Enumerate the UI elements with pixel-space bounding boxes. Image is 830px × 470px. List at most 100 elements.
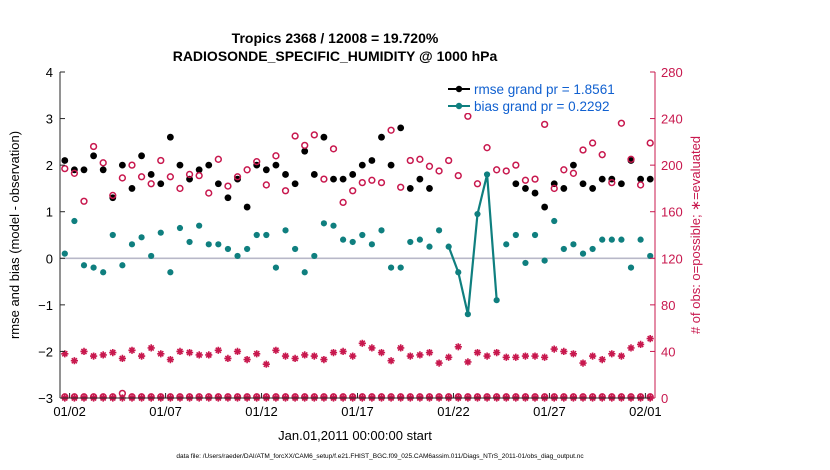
evaluated-obs-point: [138, 352, 146, 360]
evaluated-obs-point: [646, 335, 654, 343]
possible-obs-point: [445, 156, 453, 165]
bias-point: [541, 257, 548, 264]
bias-point: [61, 250, 68, 257]
possible-obs-point: [349, 187, 357, 195]
rmse-point: [90, 152, 97, 160]
rmse-point: [262, 166, 270, 174]
evaluated-obs-point: [464, 358, 472, 366]
rmse-point: [147, 171, 155, 178]
evaluated-obs-point: [166, 356, 174, 364]
bias-point: [224, 245, 232, 253]
bias-point: [359, 231, 366, 239]
possible-obs-point: [473, 180, 482, 188]
bias-point: [551, 217, 558, 225]
y-tick-label: −1: [38, 298, 53, 313]
legend-bias-marker: [455, 102, 463, 110]
bias-point: [493, 297, 500, 304]
bias-point: [157, 229, 164, 236]
possible-obs-point: [377, 178, 386, 187]
legend-rmse-marker: [455, 85, 463, 93]
bias-point: [244, 245, 251, 253]
possible-obs-point: [550, 184, 558, 193]
evaluated-obs-point: [541, 353, 549, 361]
evaluated-obs-point: [157, 350, 165, 358]
bias-point: [148, 252, 155, 260]
evaluated-obs-point: [608, 350, 616, 358]
possible-obs-point: [464, 112, 472, 120]
possible-obs-point: [61, 164, 69, 173]
possible-obs-point: [588, 139, 597, 147]
y-tick-label: −2: [38, 344, 53, 359]
evaluated-obs-point: [205, 351, 213, 359]
possible-obs-point: [636, 181, 645, 189]
possible-obs-point: [176, 184, 184, 193]
evaluated-obs-point: [521, 352, 529, 360]
rmse-point: [339, 175, 347, 183]
bias-point: [464, 311, 471, 318]
y-tick-label: 2: [46, 158, 53, 173]
y-tick-label: 1: [46, 205, 53, 220]
rmse-point: [205, 161, 213, 169]
possible-obs-point: [147, 180, 155, 188]
possible-obs-point: [301, 141, 309, 150]
possible-obs-point: [454, 171, 462, 180]
evaluated-obs-point: [70, 357, 78, 365]
bias-line: [447, 174, 498, 315]
possible-obs-point: [579, 146, 587, 154]
possible-obs-point: [598, 151, 606, 159]
evaluated-obs-point: [262, 360, 270, 368]
footer-data-file: data file: /Users/raeder/DAI/ATM_forcXX/…: [176, 453, 584, 460]
bias-point: [196, 222, 203, 229]
rmse-point: [80, 166, 88, 174]
possible-obs-point: [406, 156, 414, 165]
y-tick-label: −3: [38, 391, 53, 406]
bias-point: [330, 222, 337, 229]
possible-obs-point: [425, 162, 434, 170]
evaluated-obs-point: [512, 353, 520, 361]
possible-obs-point: [310, 131, 318, 139]
possible-obs-point: [569, 169, 578, 177]
rmse-point: [243, 203, 251, 211]
evaluated-obs-point: [80, 347, 88, 355]
rmse-point: [310, 171, 318, 178]
rmse-point: [426, 185, 433, 192]
evaluated-obs-point: [416, 351, 424, 359]
evaluated-obs-point: [243, 356, 251, 364]
rmse-point: [224, 194, 232, 202]
x-tick-label: 01/22: [437, 404, 470, 419]
bias-point: [407, 238, 414, 246]
evaluated-obs-point: [128, 346, 136, 354]
rmse-point: [272, 161, 280, 169]
evaluated-obs-point: [301, 351, 309, 359]
bias-point: [589, 245, 596, 253]
evaluated-obs-point: [579, 359, 587, 367]
evaluated-obs-point: [445, 353, 453, 361]
bias-point: [186, 238, 193, 246]
rmse-point: [541, 203, 549, 211]
legend-box: [440, 79, 652, 113]
rmse-point: [214, 180, 222, 188]
possible-obs-point: [358, 178, 366, 187]
bias-point: [368, 241, 375, 248]
y-axis-right-label: # of obs: o=possible; ∗=evaluated: [688, 136, 703, 334]
evaluated-obs-point: [502, 353, 510, 361]
possible-obs-point: [224, 182, 232, 190]
bias-point: [445, 243, 452, 250]
y-tick-label: 4: [46, 65, 53, 80]
evaluated-obs-point: [339, 347, 347, 355]
evaluated-obs-point: [425, 349, 434, 357]
bias-point: [608, 236, 615, 243]
evaluated-obs-point: [224, 354, 232, 362]
rmse-point: [128, 185, 136, 192]
evaluated-obs-point: [99, 351, 107, 359]
evaluated-obs-point: [550, 345, 558, 353]
possible-obs-point: [540, 120, 549, 129]
evaluated-obs-point: [233, 347, 242, 355]
evaluated-obs-point: [281, 352, 290, 360]
y-right-tick-label: 200: [661, 158, 683, 173]
bias-point: [531, 231, 539, 239]
evaluated-obs-point: [349, 352, 357, 360]
possible-obs-point: [387, 126, 395, 134]
possible-obs-point: [416, 155, 424, 163]
x-tick-label: 01/12: [245, 404, 278, 419]
